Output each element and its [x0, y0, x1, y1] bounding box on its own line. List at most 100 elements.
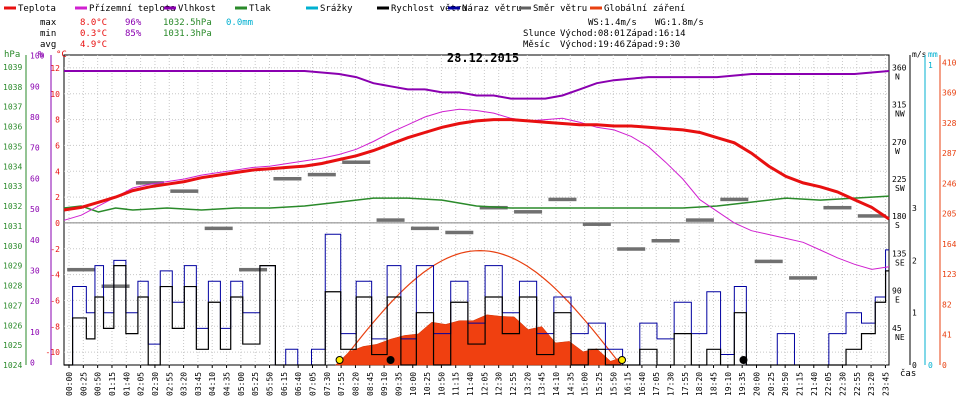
wind-gust-line: [64, 233, 889, 366]
temp-tick-label: -10: [46, 348, 61, 357]
x-tick-label: 10:25: [423, 372, 432, 396]
moon-rise: Východ:19:46: [560, 40, 625, 50]
pct-tick-label: 50: [30, 205, 40, 214]
temp-tick-label: 6: [55, 141, 60, 150]
plot-frame: [63, 54, 890, 366]
x-tick-label: 12:55: [509, 372, 518, 396]
x-tick-label: 00:25: [79, 372, 88, 396]
stat-max-hum: 96%: [125, 18, 142, 28]
stat-avg-label: avg: [40, 40, 56, 50]
radiation-theoretical-curve: [338, 249, 622, 366]
temperature-line: [63, 118, 890, 221]
hpa-tick-label: 1024: [3, 361, 22, 370]
hpa-unit: hPa: [4, 50, 20, 60]
stat-max-temp: 8.0°C: [80, 18, 107, 28]
x-tick-label: 14:10: [552, 372, 561, 396]
x-tick-label: 15:25: [595, 372, 604, 396]
wind-direction-mark: [135, 181, 164, 185]
hpa-tick-label: 1030: [3, 242, 22, 251]
legend-label: Směr větru: [533, 4, 587, 14]
x-tick-label: 08:45: [366, 372, 375, 396]
wind-direction-mark: [548, 197, 577, 202]
x-tick-label: 16:15: [624, 372, 633, 396]
temp-tick-label: 10: [50, 90, 60, 99]
rad-tick-label: 328: [942, 119, 957, 128]
sun-set: Západ:16:14: [626, 29, 686, 39]
wind-direction-mark: [204, 226, 233, 231]
x-tick-label: 05:25: [251, 372, 260, 396]
dir-tick-label: 180: [892, 212, 907, 221]
mm-unit: mm: [928, 50, 938, 59]
wind-direction-mark: [410, 226, 439, 231]
dir-compass-label: W: [895, 147, 900, 156]
dir-tick-label: 45: [892, 324, 902, 333]
x-tick-label: 23:20: [867, 372, 876, 396]
x-tick-label: 17:05: [652, 372, 661, 396]
wind-direction-mark: [170, 189, 199, 193]
legend-label: Teplota: [18, 4, 56, 14]
stat-ws: WS:1.4m/s: [588, 18, 637, 28]
stat-wg: WG:1.8m/s: [655, 18, 704, 28]
sun-label: Slunce: [523, 29, 556, 39]
x-tick-label: 02:55: [165, 372, 174, 396]
x-tick-label: 20:00: [753, 372, 762, 396]
stat-min-hum: 85%: [125, 29, 142, 39]
wind-direction-mark: [720, 197, 749, 202]
stats-panel: max 8.0°C 96% 1032.5hPa 0.0mm min 0.3°C …: [40, 18, 704, 50]
wind-direction-mark: [857, 214, 886, 218]
legend: Teplota Přízemní teplota Vlhkost Tlak Srážky…: [4, 4, 685, 14]
ground-temperature-line: [63, 108, 890, 270]
sun-rise: Východ:08:01: [560, 29, 625, 39]
hpa-tick-label: 1029: [3, 262, 22, 271]
x-tick-label: 15:50: [609, 372, 618, 396]
rad-tick-label: 205: [942, 210, 957, 219]
hpa-tick-label: 1034: [3, 162, 22, 171]
dir-compass-label: E: [895, 296, 900, 305]
grid: [63, 54, 890, 366]
x-tick-label: 22:30: [838, 372, 847, 396]
legend-label: Přízemní teplota: [89, 4, 176, 14]
x-tick-label: 01:40: [122, 372, 131, 396]
hpa-tick-label: 1033: [3, 182, 22, 191]
stat-max-rain: 0.0mm: [226, 18, 253, 28]
x-tick-label: 09:10: [380, 372, 389, 396]
rad-tick-label: 164: [942, 240, 957, 249]
x-tick-label: 11:15: [452, 372, 461, 396]
wind-direction-mark: [376, 218, 405, 222]
humidity-line: [64, 70, 890, 100]
x-tick-label: 06:40: [294, 372, 303, 396]
hpa-tick-label: 1032: [3, 202, 22, 211]
hpa-tick-label: 1027: [3, 301, 22, 310]
pct-tick-label: 70: [30, 144, 40, 153]
dir-compass-label: SE: [895, 258, 905, 267]
x-tick-label: 18:20: [695, 372, 704, 396]
temp-tick-label: -8: [50, 322, 60, 331]
dir-tick-label: 315: [892, 101, 907, 110]
pct-tick-label: 80: [30, 113, 40, 122]
dir-tick-label: 135: [892, 249, 907, 258]
temp-tick-label: 4: [55, 167, 60, 176]
rad-tick-label: 123: [942, 270, 957, 279]
temp-tick-label: 2: [55, 193, 60, 202]
temp-tick-label: -6: [50, 296, 60, 305]
wind-direction-mark: [239, 267, 268, 272]
x-tick-label: 01:15: [108, 372, 117, 396]
hpa-tick-label: 1035: [3, 142, 22, 151]
legend-label: Rychlost větru: [391, 4, 467, 14]
x-tick-label: 12:30: [495, 372, 504, 396]
dir-tick-label: 360: [892, 63, 907, 72]
x-tick-label: 07:30: [323, 372, 332, 396]
x-tick-label: 20:50: [781, 372, 790, 396]
x-tick-label: 19:10: [724, 372, 733, 396]
pct-tick-label: 40: [30, 236, 40, 245]
x-tick-label: 13:20: [523, 372, 532, 396]
pressure-line: [63, 195, 890, 213]
x-tick-label: 04:35: [223, 372, 232, 396]
dir-compass-label: S: [895, 221, 900, 230]
ms-tick-label: 0: [912, 361, 917, 370]
plot-area: [63, 70, 890, 366]
hpa-tick-label: 1037: [3, 103, 22, 112]
wind-direction-mark: [307, 172, 336, 177]
x-tick-label: 04:10: [208, 372, 217, 396]
x-tick-label: 19:35: [738, 372, 747, 396]
